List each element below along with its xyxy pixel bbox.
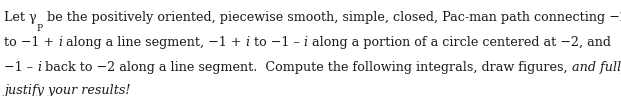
Text: to −1 –: to −1 – xyxy=(250,36,304,49)
Text: to −1 +: to −1 + xyxy=(4,36,58,49)
Text: along a line segment, −1 +: along a line segment, −1 + xyxy=(62,36,246,49)
Text: −1 –: −1 – xyxy=(4,61,37,74)
Text: i: i xyxy=(37,61,41,74)
Text: Let γ: Let γ xyxy=(4,11,37,24)
Text: be the positively oriented, piecewise smooth, simple, closed, Pac-man path conne: be the positively oriented, piecewise sm… xyxy=(43,11,621,24)
Text: along a portion of a circle centered at −2, and: along a portion of a circle centered at … xyxy=(308,36,610,49)
Text: justify your results!: justify your results! xyxy=(4,84,130,96)
Text: P: P xyxy=(37,24,43,33)
Text: i: i xyxy=(304,36,308,49)
Text: i: i xyxy=(246,36,250,49)
Text: back to −2 along a line segment.  Compute the following integrals, draw figures,: back to −2 along a line segment. Compute… xyxy=(41,61,572,74)
Text: and fully: and fully xyxy=(572,61,621,74)
Text: i: i xyxy=(58,36,62,49)
